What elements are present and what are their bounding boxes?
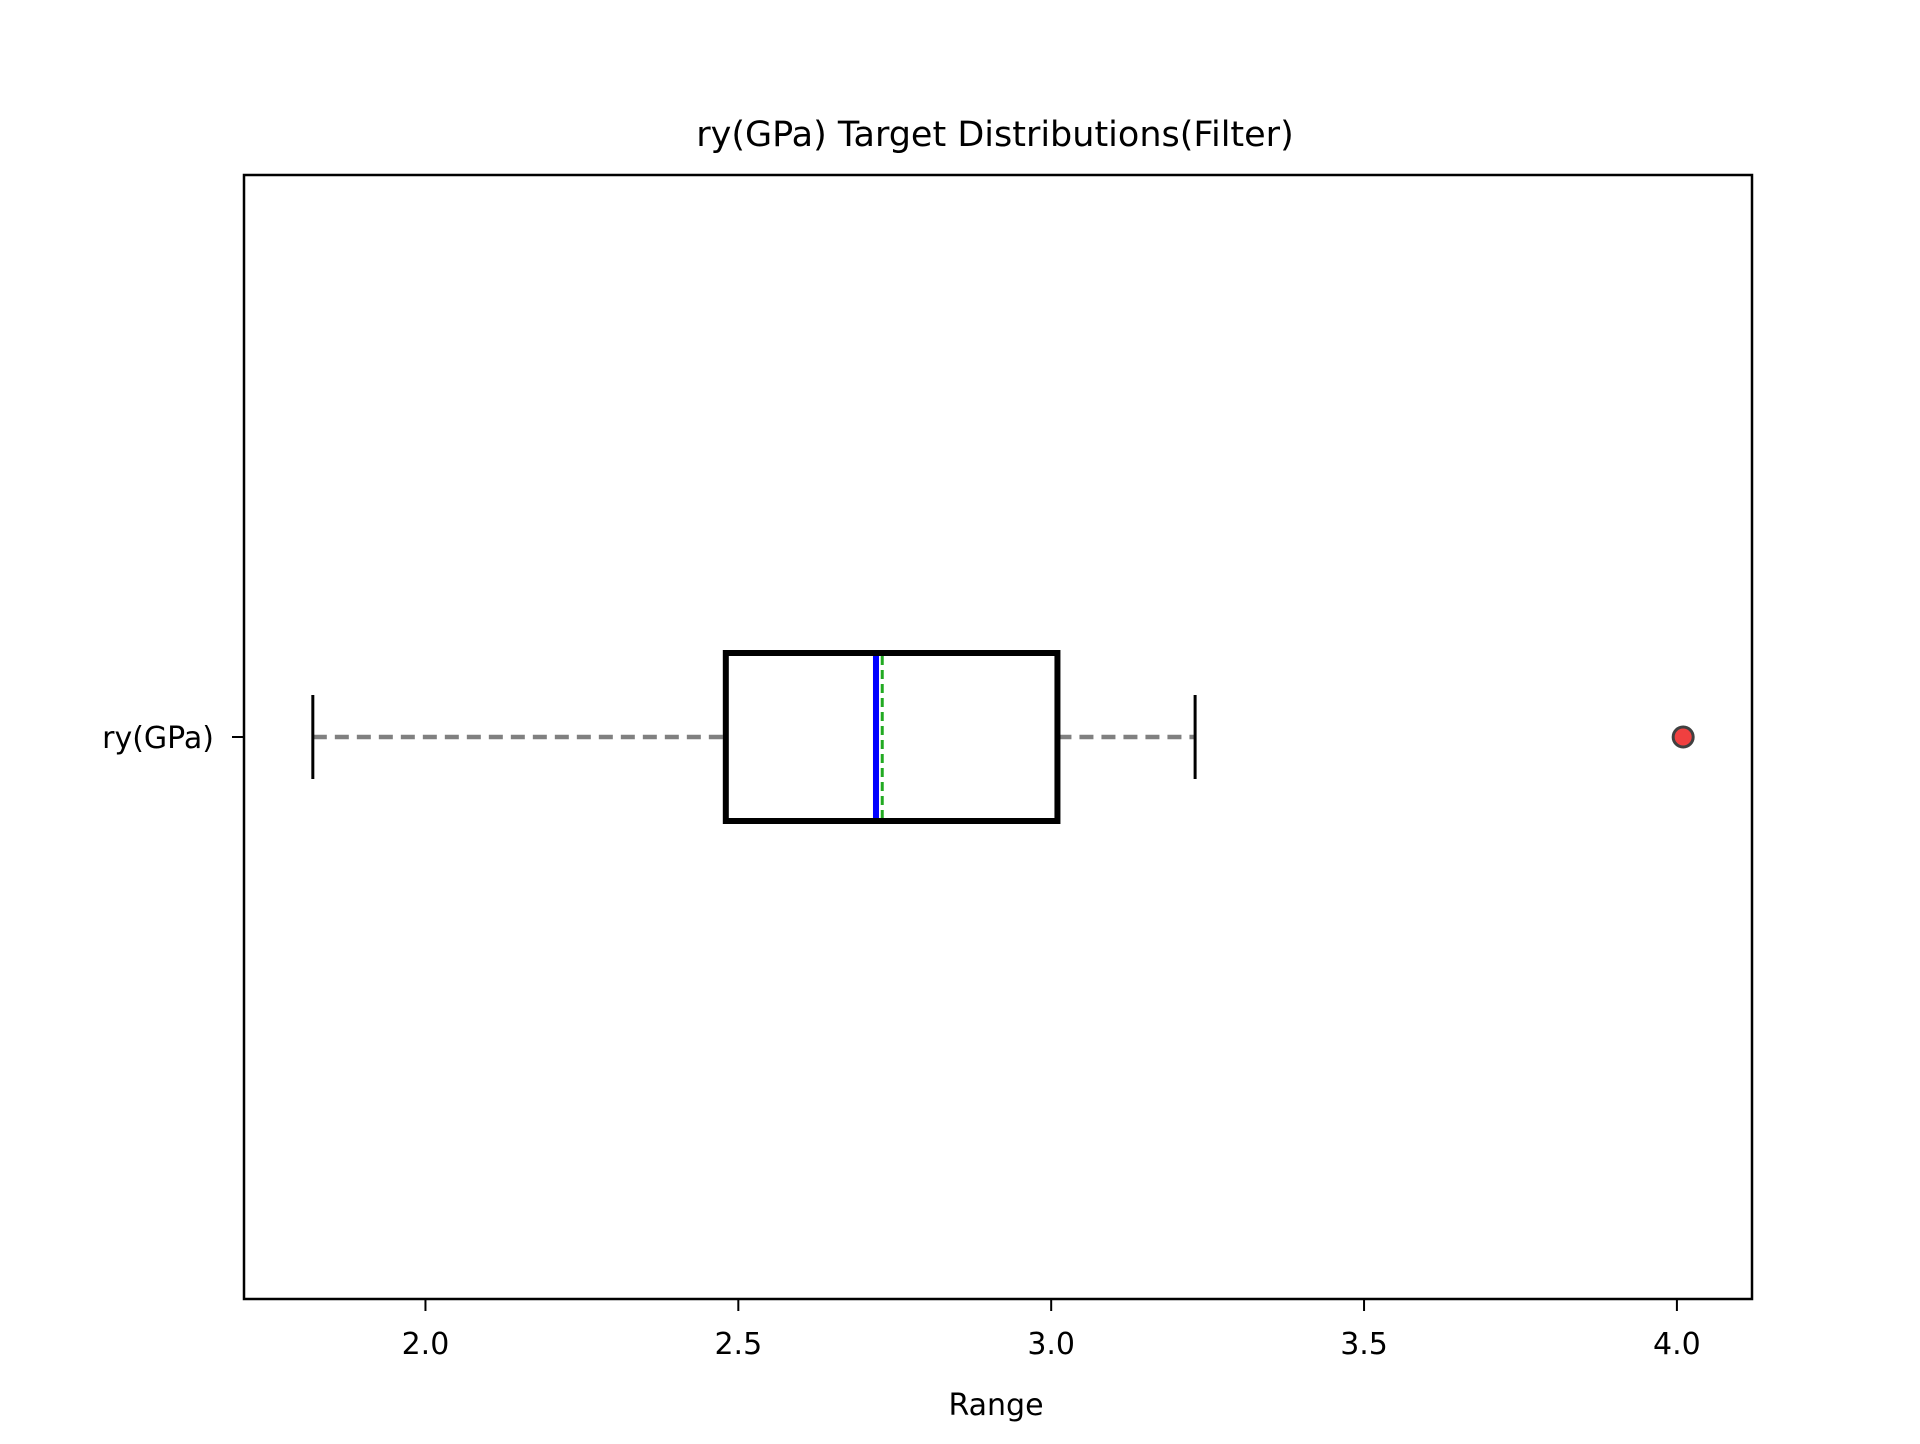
chart-title: ry(GPa) Target Distributions(Filter) xyxy=(696,115,1293,155)
x-tick-label: 3.0 xyxy=(1027,1327,1075,1362)
x-tick-label: 3.5 xyxy=(1340,1327,1388,1362)
outlier-point xyxy=(1671,725,1695,749)
x-axis-label: Range xyxy=(948,1388,1043,1423)
plot-area xyxy=(311,650,1695,824)
x-tick-label: 4.0 xyxy=(1653,1327,1701,1362)
iqr-box xyxy=(722,650,1061,824)
x-tick-label: 2.5 xyxy=(714,1327,762,1362)
y-tick-label: ry(GPa) xyxy=(102,721,214,756)
x-tick-label: 2.0 xyxy=(402,1327,450,1362)
